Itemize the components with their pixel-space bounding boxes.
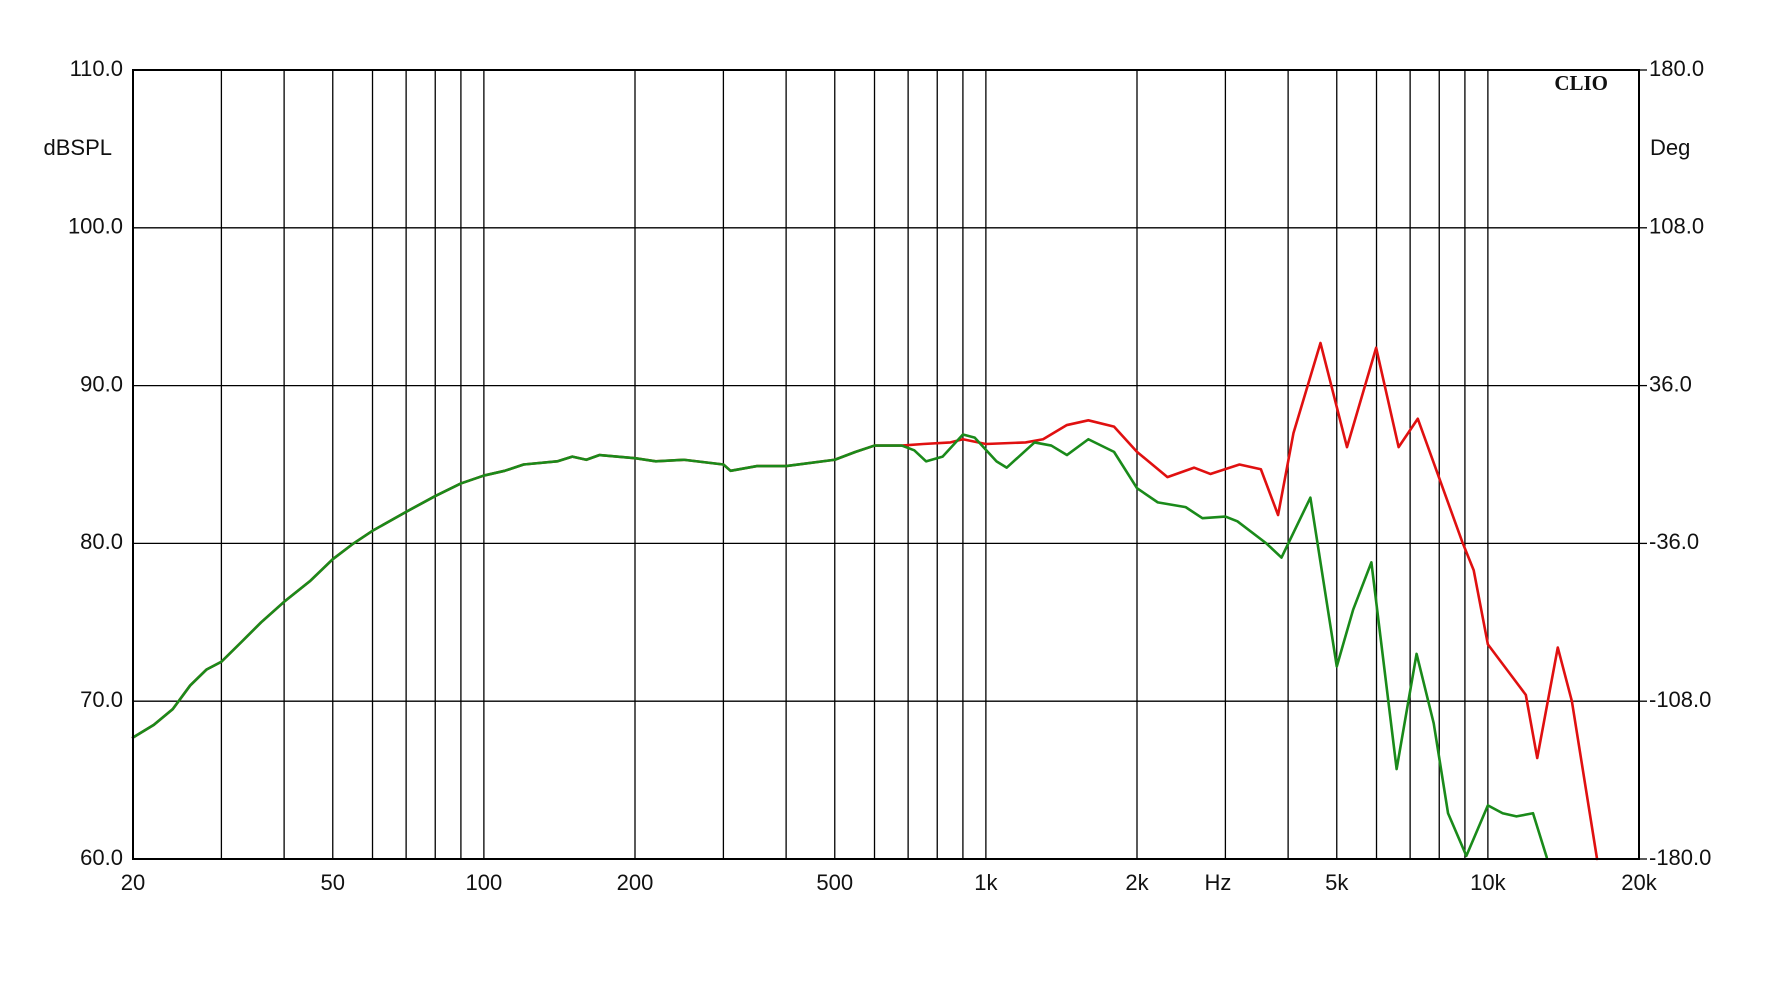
y-tick-label: 60.0 [80, 845, 123, 870]
x-tick-label: 100 [466, 870, 503, 895]
series-line [131, 433, 1549, 859]
x-tick-label: 1k [974, 870, 998, 895]
y-tick-label: 70.0 [80, 687, 123, 712]
x-tick-label: 10k [1470, 870, 1506, 895]
plot-frame [132, 69, 1640, 860]
lines [131, 341, 1599, 861]
brand-logo: CLIO [1554, 71, 1608, 95]
x-tick-label: 5k [1325, 870, 1349, 895]
x-tick-label: 2k [1125, 870, 1149, 895]
x-axis-label: Hz [1205, 870, 1232, 895]
x-tick-label: 200 [617, 870, 654, 895]
x-tick-label: 20k [1621, 870, 1657, 895]
y2-tick-label: -180.0 [1649, 845, 1711, 870]
y2-tick-label: 180.0 [1649, 56, 1704, 81]
y2-tick-label: -36.0 [1649, 529, 1699, 554]
x-tick-label: 50 [321, 870, 345, 895]
y2-tick-label: -108.0 [1649, 687, 1711, 712]
y-tick-label: 80.0 [80, 529, 123, 554]
y2-tick-label: 36.0 [1649, 371, 1692, 396]
y-axis-label: dBSPL [44, 135, 113, 160]
y2-axis-label: Deg [1650, 135, 1690, 160]
y2-tick-label: 108.0 [1649, 214, 1704, 239]
y-tick-label: 100.0 [68, 214, 123, 239]
y-tick-label: 110.0 [70, 56, 123, 81]
y-tick-label: 90.0 [80, 371, 123, 396]
x-tick-label: 500 [816, 870, 853, 895]
x-tick-label: 20 [121, 870, 145, 895]
